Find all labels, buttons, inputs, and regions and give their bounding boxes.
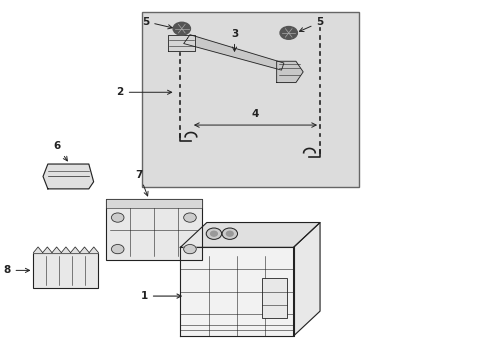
- Text: 1: 1: [140, 291, 181, 301]
- Text: 5: 5: [299, 17, 323, 32]
- Circle shape: [173, 22, 190, 35]
- Polygon shape: [168, 35, 194, 51]
- Circle shape: [183, 213, 196, 222]
- Bar: [105, 199, 202, 260]
- Circle shape: [111, 213, 124, 222]
- Circle shape: [226, 231, 233, 236]
- Polygon shape: [183, 35, 284, 70]
- Polygon shape: [42, 247, 52, 253]
- Polygon shape: [180, 247, 293, 336]
- Text: 3: 3: [230, 29, 238, 51]
- Text: 2: 2: [116, 87, 171, 97]
- Polygon shape: [52, 247, 61, 253]
- Polygon shape: [33, 247, 42, 253]
- Text: 4: 4: [251, 109, 258, 119]
- Polygon shape: [180, 222, 319, 247]
- Polygon shape: [70, 247, 80, 253]
- Text: 7: 7: [136, 170, 148, 196]
- Polygon shape: [43, 164, 93, 189]
- Bar: [105, 199, 202, 208]
- Circle shape: [183, 244, 196, 254]
- Polygon shape: [80, 247, 89, 253]
- Bar: [142, 12, 358, 187]
- Bar: [33, 253, 98, 288]
- Polygon shape: [293, 222, 319, 336]
- Circle shape: [222, 228, 237, 239]
- Text: 6: 6: [54, 141, 67, 161]
- Circle shape: [111, 244, 124, 254]
- Text: 8: 8: [3, 265, 29, 275]
- Circle shape: [280, 27, 297, 39]
- Text: 5: 5: [142, 17, 172, 29]
- Circle shape: [206, 228, 221, 239]
- Polygon shape: [276, 61, 303, 82]
- Polygon shape: [61, 247, 70, 253]
- Bar: [261, 278, 286, 318]
- Polygon shape: [89, 247, 98, 253]
- Circle shape: [210, 231, 217, 236]
